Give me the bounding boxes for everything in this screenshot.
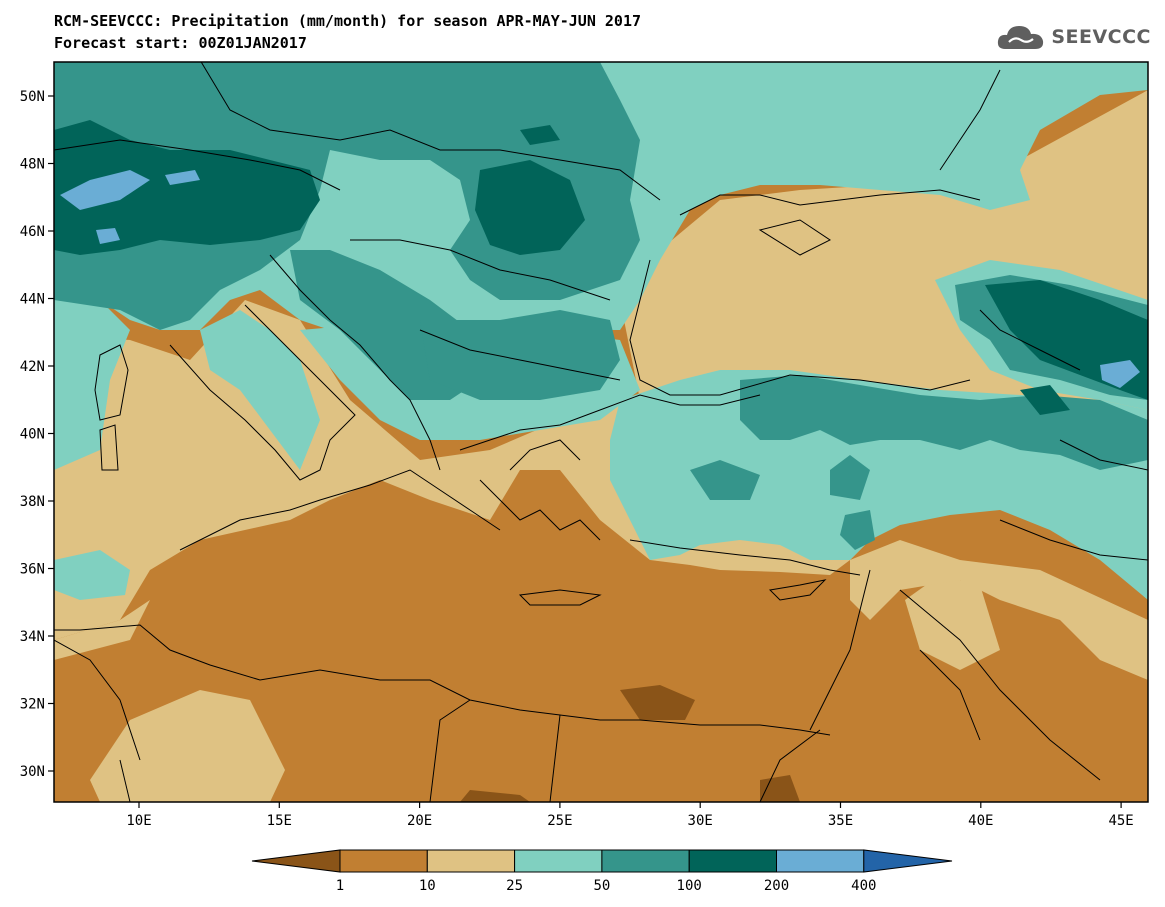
colorbar-bin [601,849,690,873]
lon-tick-label: 20E [407,813,432,829]
seevccc-logo: SEEVCCC [995,22,1151,52]
colorbar-label: 10 [419,878,436,894]
lat-tick-label: 40N [20,427,45,443]
logo-text: SEEVCCC [1051,26,1151,48]
colorbar-bin [339,849,428,873]
lat-tick-label: 50N [20,89,45,105]
precip-field [54,62,1148,802]
colorbar-bin [514,849,603,873]
forecast-start-label: Forecast start: 00Z01JAN2017 [54,34,307,52]
lon-tick-label: 25E [547,813,572,829]
lat-tick-label: 32N [20,697,45,713]
cloud-icon [998,26,1044,49]
colorbar-bin [688,849,778,873]
lat-tick-label: 38N [20,494,45,510]
lon-tick-label: 30E [688,813,713,829]
lon-tick-label: 10E [126,813,151,829]
lat-tick-label: 42N [20,359,45,375]
lon-tick-label: 45E [1108,813,1133,829]
lat-tick-label: 34N [20,629,45,645]
colorbar-label: 400 [851,878,876,894]
colorbar-label: 100 [677,878,702,894]
colorbar: 1 10 25 50 100 200 400 [251,849,953,894]
lat-tick-label: 30N [20,764,45,780]
colorbar-bin [426,849,516,873]
map-frame [53,61,1149,803]
map-title: RCM-SEEVCCC: Precipitation (mm/month) fo… [54,12,641,30]
lat-tick-label: 44N [20,292,45,308]
lon-tick-label: 15E [267,813,292,829]
lon-tick-label: 40E [968,813,993,829]
colorbar-label: 25 [506,878,523,894]
colorbar-max-arrow [863,849,953,873]
colorbar-bin [776,849,865,873]
colorbar-label: 50 [593,878,610,894]
lat-tick-label: 48N [20,157,45,173]
longitude-axis: 10E 15E 20E 25E 30E 35E 40E 45E [126,802,1134,829]
colorbar-label: 200 [764,878,789,894]
lat-tick-label: 46N [20,224,45,240]
colorbar-label: 1 [336,878,344,894]
colorbar-min-arrow [251,849,341,873]
lon-tick-label: 35E [828,813,853,829]
latitude-axis: 50N 48N 46N 44N 42N 40N 38N 36N 34N 32N 30N [20,89,54,780]
lat-tick-label: 36N [20,562,45,578]
